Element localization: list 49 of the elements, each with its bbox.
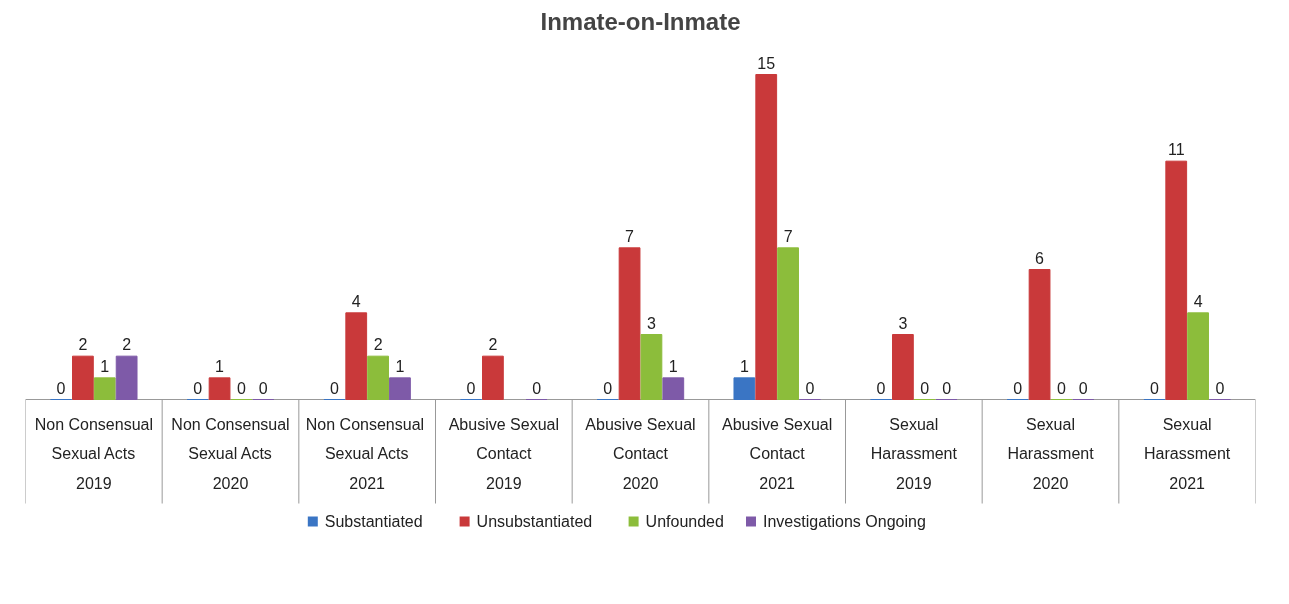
x-tick-label: Abusive Sexual Contact 2021: [722, 415, 833, 492]
x-tick-label: Abusive Sexual Contact 2020: [585, 415, 696, 492]
data-label: 4: [351, 292, 361, 310]
data-label: 0: [920, 379, 930, 397]
data-label: 2: [488, 336, 498, 354]
data-label: 11: [1167, 141, 1185, 159]
legend-label: Unfounded: [645, 513, 724, 530]
data-label: 1: [739, 357, 749, 375]
x-tick-label: Sexual Harassment 2019: [870, 415, 958, 492]
x-tick-label: Non Consensual Sexual Acts 2021: [305, 415, 425, 492]
data-label: 1: [215, 357, 225, 375]
data-label: 0: [1078, 379, 1088, 397]
data-label: 7: [783, 227, 793, 245]
data-label: 15: [757, 54, 776, 72]
data-label: 0: [603, 379, 613, 397]
data-label: 1: [100, 357, 110, 375]
data-label: 7: [625, 227, 635, 245]
data-label: 0: [532, 379, 542, 397]
data-label: 0: [193, 379, 203, 397]
chart-title: Inmate-on-Inmate: [540, 7, 741, 35]
data-label: 2: [373, 336, 383, 354]
legend-label: Investigations Ongoing: [763, 513, 926, 530]
data-label: 2: [78, 336, 88, 354]
data-label: 0: [56, 379, 66, 397]
data-label: 0: [236, 379, 246, 397]
x-tick-label: Non Consensual Sexual Acts 2019: [34, 415, 153, 492]
data-label: 0: [329, 379, 339, 397]
data-label: 2: [122, 336, 132, 354]
data-label: 1: [668, 357, 678, 375]
data-label: 4: [1193, 292, 1203, 310]
data-label: 0: [1149, 379, 1159, 397]
x-tick-label: Non Consensual Sexual Acts 2020: [171, 415, 290, 492]
x-tick-label: Sexual Harassment 2021: [1144, 415, 1231, 492]
x-tick-label: Sexual Harassment 2020: [1007, 415, 1095, 492]
data-label: 0: [1056, 379, 1066, 397]
legend-label: Unsubstantiated: [476, 513, 593, 530]
data-label: 3: [898, 314, 908, 332]
data-label: 0: [1013, 379, 1023, 397]
data-label: 0: [466, 379, 476, 397]
data-label: 0: [805, 379, 815, 397]
legend-label: Substantiated: [324, 513, 423, 530]
data-label: 1: [395, 357, 405, 375]
data-label: 3: [646, 314, 656, 332]
data-label: 0: [876, 379, 886, 397]
data-label: 0: [942, 379, 952, 397]
x-tick-label: Abusive Sexual Contact 2019: [448, 415, 559, 492]
data-label: 6: [1035, 249, 1045, 267]
data-label: 0: [1215, 379, 1225, 397]
data-label: 0: [258, 379, 268, 397]
